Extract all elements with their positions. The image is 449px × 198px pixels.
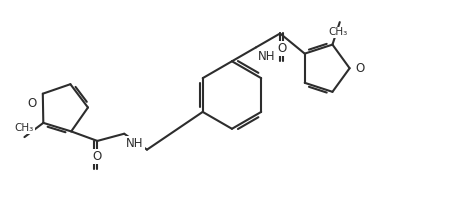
Text: O: O — [27, 97, 37, 110]
Text: O: O — [93, 150, 102, 163]
Text: NH: NH — [258, 50, 276, 63]
Text: NH: NH — [126, 137, 144, 150]
Text: O: O — [277, 42, 287, 55]
Text: CH₃: CH₃ — [15, 123, 34, 133]
Text: O: O — [356, 62, 365, 75]
Text: CH₃: CH₃ — [328, 27, 348, 37]
